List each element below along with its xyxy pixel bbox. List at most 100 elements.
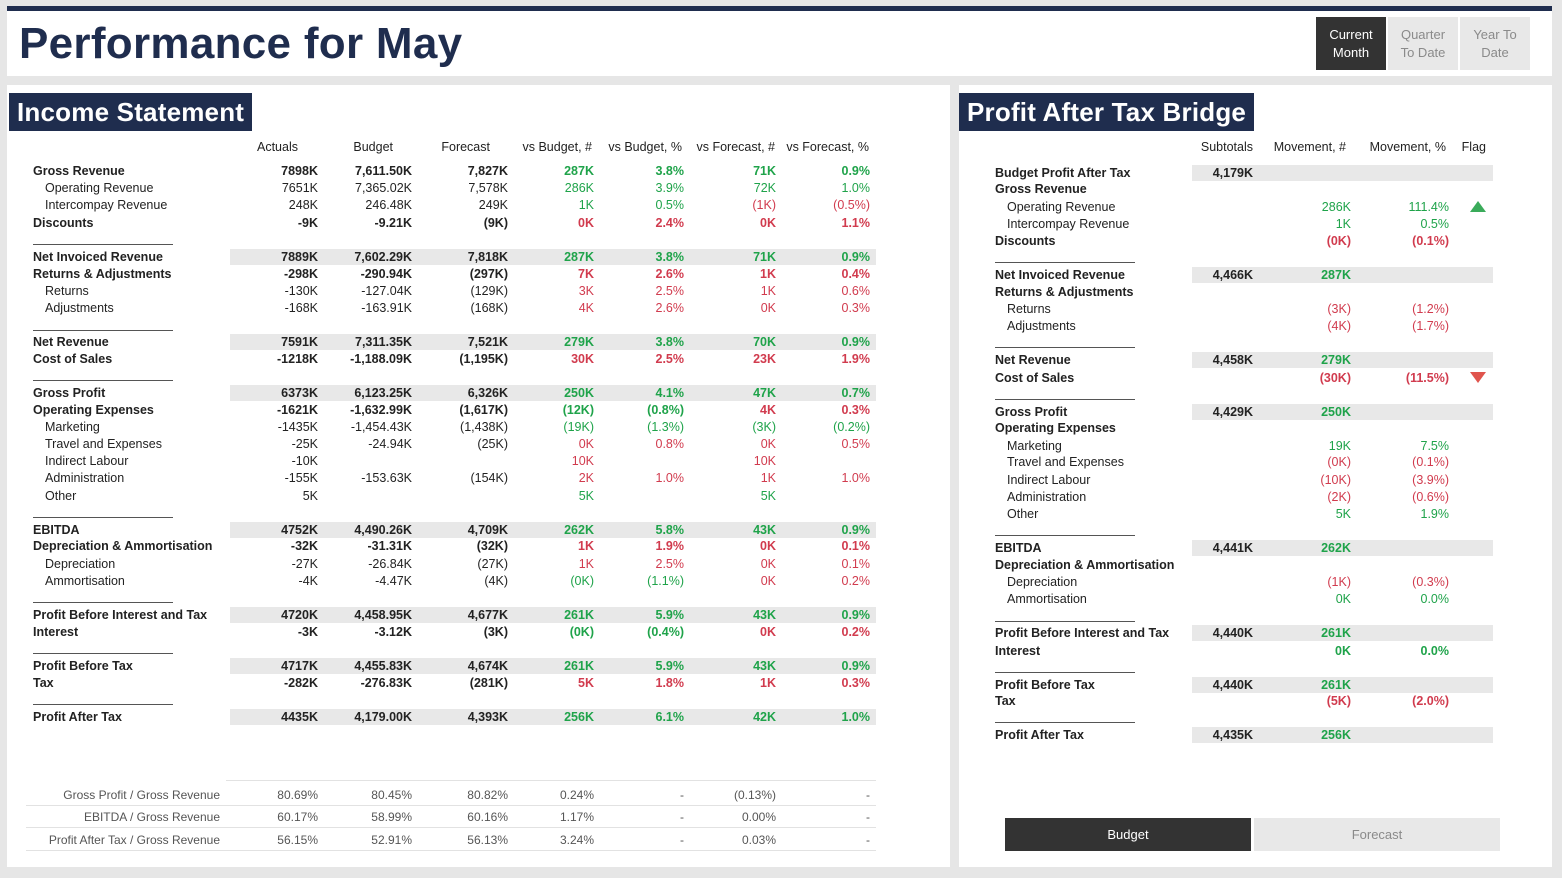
row-value: 2.6% <box>655 267 685 281</box>
row-value: 4,490.26K <box>354 523 412 537</box>
row-value <box>408 488 508 504</box>
row-value: 4752K <box>281 523 318 537</box>
ratio-value: 80.45% <box>371 788 412 802</box>
row-value: -1218K <box>277 352 318 366</box>
row-value: -24.94K <box>368 437 412 451</box>
row-value: 249K <box>478 198 508 212</box>
row-value: (12K) <box>562 403 594 417</box>
bridge-row-label: Net Revenue <box>995 353 1071 367</box>
row-label: Depreciation <box>45 557 116 571</box>
row-value: -155K <box>284 471 318 485</box>
bridge-row-value <box>1153 318 1253 334</box>
quarter-to-date-button[interactable]: Quarter To Date <box>1388 17 1458 70</box>
row-value: (0.2%) <box>833 420 870 434</box>
row-value: 287K <box>564 164 594 178</box>
bridge-row-value <box>1349 420 1449 436</box>
row-value: 5.9% <box>655 608 685 622</box>
row-value: -3K <box>297 625 318 639</box>
section-separator <box>33 704 173 705</box>
row-value: -290.94K <box>360 267 412 281</box>
row-value: -9.21K <box>374 216 412 230</box>
row-value: 42K <box>753 710 776 724</box>
bridge-row-value: (0.3%) <box>1412 575 1449 589</box>
row-label: Cost of Sales <box>33 352 113 366</box>
row-value: 7591K <box>281 335 318 349</box>
bridge-row-value: 19K <box>1328 439 1351 453</box>
current-month-button[interactable]: Current Month <box>1316 17 1386 70</box>
row-value: 4720K <box>281 608 318 622</box>
row-value: 250K <box>564 386 594 400</box>
row-value: (25K) <box>477 437 508 451</box>
budget-toggle-button[interactable]: Budget <box>1005 818 1251 851</box>
row-value: 4,393K <box>467 710 508 724</box>
bridge-row-value: 4,435K <box>1212 728 1253 742</box>
row-value: 70K <box>753 335 776 349</box>
row-value: 0.1% <box>841 557 871 571</box>
row-value: -1,632.99K <box>350 403 412 417</box>
income-statement-panel: Income Statement <box>7 85 950 867</box>
bridge-row-value: (30K) <box>1319 371 1351 385</box>
ratio-divider <box>226 780 876 781</box>
bridge-row-value <box>1153 489 1253 505</box>
bridge-row-label: Operating Revenue <box>1007 200 1116 214</box>
bridge-row-value: 111.4% <box>1408 200 1449 214</box>
income-statement-title: Income Statement <box>9 93 253 131</box>
bridge-row-value <box>1349 540 1449 556</box>
subtotal-band <box>230 709 876 725</box>
row-value: 7,365.02K <box>355 181 412 195</box>
ratio-value: (0.13%) <box>733 788 776 802</box>
forecast-toggle-button[interactable]: Forecast <box>1254 818 1500 851</box>
row-value: 6.1% <box>655 710 685 724</box>
row-value: 5K <box>760 489 776 503</box>
bridge-row-label: EBITDA <box>995 541 1042 555</box>
section-separator <box>33 602 173 603</box>
bridge-separator <box>995 399 1135 400</box>
row-value: 0.4% <box>841 267 871 281</box>
bridge-row-value: 0.0% <box>1420 592 1450 606</box>
bridge-row-value: (0K) <box>1326 234 1351 248</box>
bridge-column-header: Flag <box>1461 140 1486 154</box>
bridge-row-label: Discounts <box>995 234 1056 248</box>
row-value: 5.9% <box>655 659 685 673</box>
row-value: -1621K <box>277 403 318 417</box>
row-label: Net Invoiced Revenue <box>33 250 163 264</box>
column-header: vs Budget, % <box>608 140 682 154</box>
bridge-row-label: Depreciation & Ammortisation <box>995 558 1175 572</box>
row-label: Operating Revenue <box>45 181 154 195</box>
flag-up-icon <box>1470 201 1486 212</box>
row-value: 1K <box>760 471 776 485</box>
bridge-row-value: 4,441K <box>1212 541 1253 555</box>
column-header: Actuals <box>257 140 298 154</box>
row-value: 4,709K <box>467 523 508 537</box>
bridge-row-value <box>1251 420 1351 436</box>
bridge-row-label: Returns <box>1007 302 1051 316</box>
bridge-row-value: 4,440K <box>1212 626 1253 640</box>
row-value: 10K <box>571 454 594 468</box>
bridge-subtotal-band <box>1192 165 1493 181</box>
row-value: 30K <box>571 352 594 366</box>
bridge-row-value <box>1153 420 1253 436</box>
section-separator <box>33 653 173 654</box>
bridge-row-value <box>1251 181 1351 197</box>
row-value <box>584 488 684 504</box>
row-value: 0.1% <box>841 539 871 553</box>
row-value: 0.3% <box>841 676 871 690</box>
row-value: (0.8%) <box>647 403 684 417</box>
bridge-row-label: Depreciation <box>1007 575 1078 589</box>
row-value: 0.9% <box>841 335 871 349</box>
row-value: (297K) <box>469 267 508 281</box>
row-value: 0K <box>760 625 776 639</box>
row-value: -3.12K <box>374 625 412 639</box>
column-header: Forecast <box>441 140 490 154</box>
bridge-subtotal-band <box>1192 540 1493 556</box>
bridge-row-value <box>1251 557 1351 573</box>
bridge-row-value: 279K <box>1321 353 1351 367</box>
year-to-date-button[interactable]: Year To Date <box>1460 17 1530 70</box>
row-value: 6,326K <box>467 386 508 400</box>
row-value <box>770 488 870 504</box>
row-value: 1.1% <box>841 216 871 230</box>
row-value: 1.8% <box>655 676 685 690</box>
row-value: (129K) <box>470 284 508 298</box>
bridge-row-value: 7.5% <box>1420 439 1450 453</box>
row-value: 0.8% <box>655 437 685 451</box>
